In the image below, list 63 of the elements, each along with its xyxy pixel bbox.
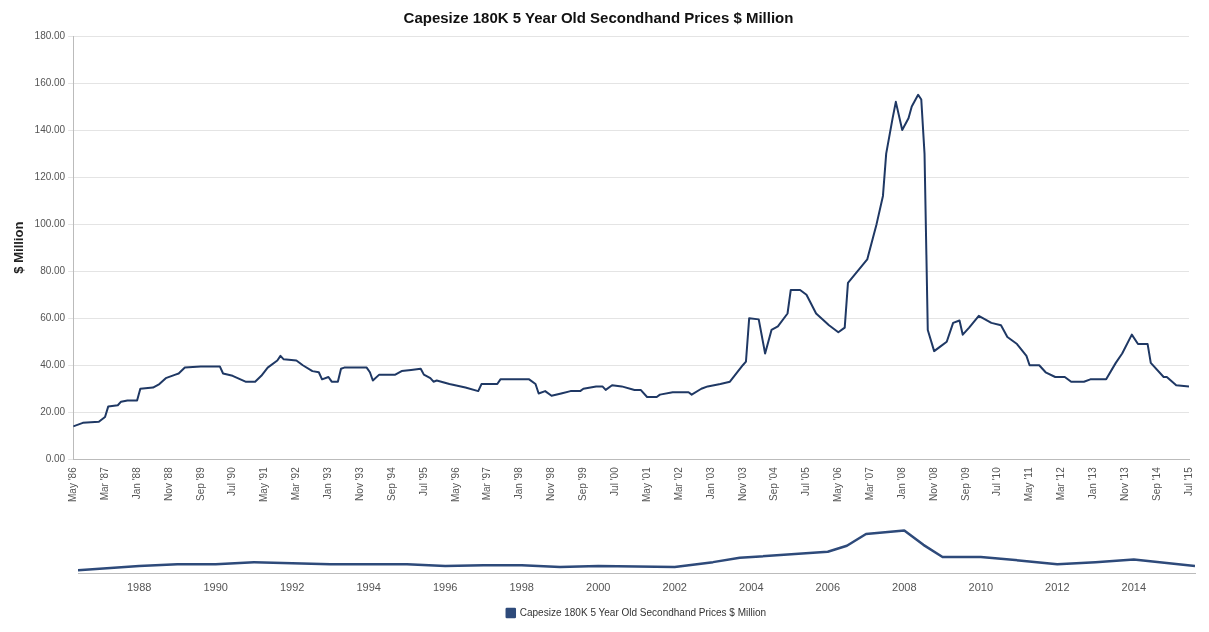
x-tick-label: 2010: [968, 581, 994, 594]
x-tick-label: Sep '14: [1151, 466, 1163, 501]
x-tick-label: Mar '97: [481, 466, 493, 501]
y-tick-label: 180.00: [34, 29, 66, 41]
x-tick-label: Mar '92: [290, 466, 302, 501]
x-tick-label: May '96: [449, 466, 461, 502]
x-tick-label: 1994: [356, 581, 381, 594]
x-tick-label: 1990: [203, 581, 228, 594]
x-tick-label: May '11: [1023, 466, 1035, 502]
y-tick-label: 40.00: [40, 358, 66, 370]
x-tick-label: Sep '94: [385, 466, 397, 501]
x-tick-label: 2000: [586, 581, 611, 594]
x-tick-label: Mar '87: [98, 466, 110, 501]
x-tick-label: Jul '00: [608, 466, 620, 496]
x-tick-label: 2014: [1121, 581, 1147, 594]
x-tick-label: 1988: [126, 581, 152, 594]
x-tick-label: Nov '08: [927, 466, 939, 501]
y-tick-label: 120.00: [34, 170, 66, 182]
y-tick-label: 60.00: [40, 311, 66, 323]
x-tick-label: Sep '04: [768, 466, 780, 501]
x-tick-label: Jan '08: [895, 466, 907, 500]
x-tick-label: 1996: [432, 581, 458, 594]
x-tick-label: May '06: [832, 466, 844, 502]
chart-title: Capesize 180K 5 Year Old Secondhand Prices $ Million: [403, 9, 794, 27]
y-axis-title: $ Million: [11, 221, 27, 274]
x-tick-label: May '01: [640, 466, 652, 502]
x-tick-label: Sep '99: [577, 466, 589, 501]
x-tick-label: Jan '93: [322, 466, 334, 500]
x-tick-label: May '86: [66, 466, 78, 502]
x-tick-label: Sep '09: [959, 466, 971, 501]
x-tick-label: 1992: [279, 581, 305, 594]
y-tick-label: 0.00: [45, 453, 66, 465]
x-tick-label: Mar '12: [1055, 466, 1067, 501]
legend-label: Capesize 180K 5 Year Old Secondhand Prices $ Million: [519, 606, 767, 618]
x-tick-label: Nov '13: [1119, 466, 1131, 501]
x-tick-label: 1998: [509, 581, 534, 594]
x-tick-label: Jul '05: [800, 466, 812, 496]
x-tick-label: Nov '93: [354, 466, 366, 501]
x-tick-label: Jan '03: [704, 466, 716, 500]
x-tick-label: Jan '98: [513, 466, 525, 500]
x-tick-label: Jul '15: [1182, 466, 1194, 496]
x-tick-label: Jan '13: [1087, 466, 1099, 500]
x-tick-label: Nov '03: [736, 466, 748, 501]
y-tick-label: 160.00: [34, 76, 66, 88]
x-tick-label: 2012: [1045, 581, 1070, 594]
x-tick-label: Mar '02: [672, 466, 684, 501]
x-tick-label: 2004: [739, 581, 764, 594]
x-tick-label: Nov '98: [545, 466, 557, 501]
x-tick-label: Jul '95: [417, 466, 429, 496]
x-tick-label: 2002: [662, 581, 687, 594]
y-tick-label: 100.00: [34, 217, 66, 229]
x-tick-label: Mar '07: [863, 466, 875, 501]
x-tick-label: Jul '90: [226, 466, 238, 496]
x-tick-label: 2006: [815, 581, 841, 594]
x-tick-label: Jan '88: [130, 466, 142, 500]
x-tick-label: May '91: [258, 466, 270, 502]
y-tick-label: 80.00: [40, 264, 66, 276]
x-tick-label: 2008: [892, 581, 917, 594]
y-tick-label: 20.00: [40, 406, 66, 418]
x-tick-label: Sep '89: [194, 466, 206, 501]
y-tick-label: 140.00: [34, 123, 66, 135]
x-tick-label: Jul '10: [991, 466, 1003, 496]
x-tick-label: Nov '88: [162, 466, 174, 501]
